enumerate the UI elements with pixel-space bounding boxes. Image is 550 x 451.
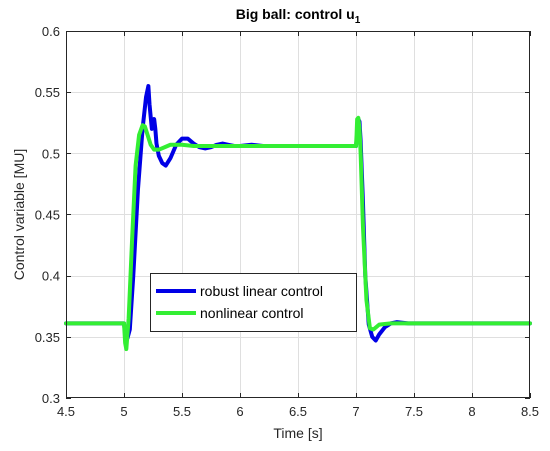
x-axis-label: Time [s] xyxy=(273,425,322,441)
series-line-nonlinear-control xyxy=(64,115,532,352)
chart-title-main: Big ball: control u xyxy=(236,6,355,22)
y-axis-ticks: 0.3 0.35 0.4 0.45 0.5 0.55 0.6 xyxy=(35,24,530,406)
legend-label-nonlinear-control: nonlinear control xyxy=(200,305,304,321)
x-tick-label: 5 xyxy=(120,404,127,419)
x-tick-label: 7 xyxy=(352,404,359,419)
y-tick-label: 0.3 xyxy=(42,391,60,406)
chart-title: Big ball: control u1 xyxy=(236,6,361,26)
legend-label-robust-linear-control: robust linear control xyxy=(200,283,323,299)
legend-box xyxy=(150,273,357,332)
y-tick-label: 0.5 xyxy=(42,146,60,161)
y-tick-label: 0.35 xyxy=(35,330,60,345)
x-tick-label: 6 xyxy=(236,404,243,419)
y-axis-label: Control variable [MU] xyxy=(11,149,27,281)
series-layer xyxy=(64,84,532,352)
chart-title-subscript: 1 xyxy=(355,15,361,26)
x-tick-label: 6.5 xyxy=(289,404,307,419)
legend: robust linear control nonlinear control xyxy=(150,273,357,332)
y-tick-label: 0.6 xyxy=(42,24,60,39)
x-tick-label: 8.5 xyxy=(521,404,539,419)
y-tick-label: 0.55 xyxy=(35,85,60,100)
x-tick-label: 8 xyxy=(468,404,475,419)
x-axis-ticks: 4.5 5 5.5 6 6.5 7 7.5 8 8.5 xyxy=(57,31,539,419)
y-tick-label: 0.45 xyxy=(35,208,60,223)
x-tick-label: 4.5 xyxy=(57,404,75,419)
x-tick-label: 5.5 xyxy=(173,404,191,419)
x-tick-label: 7.5 xyxy=(405,404,423,419)
y-tick-label: 0.4 xyxy=(42,269,60,284)
